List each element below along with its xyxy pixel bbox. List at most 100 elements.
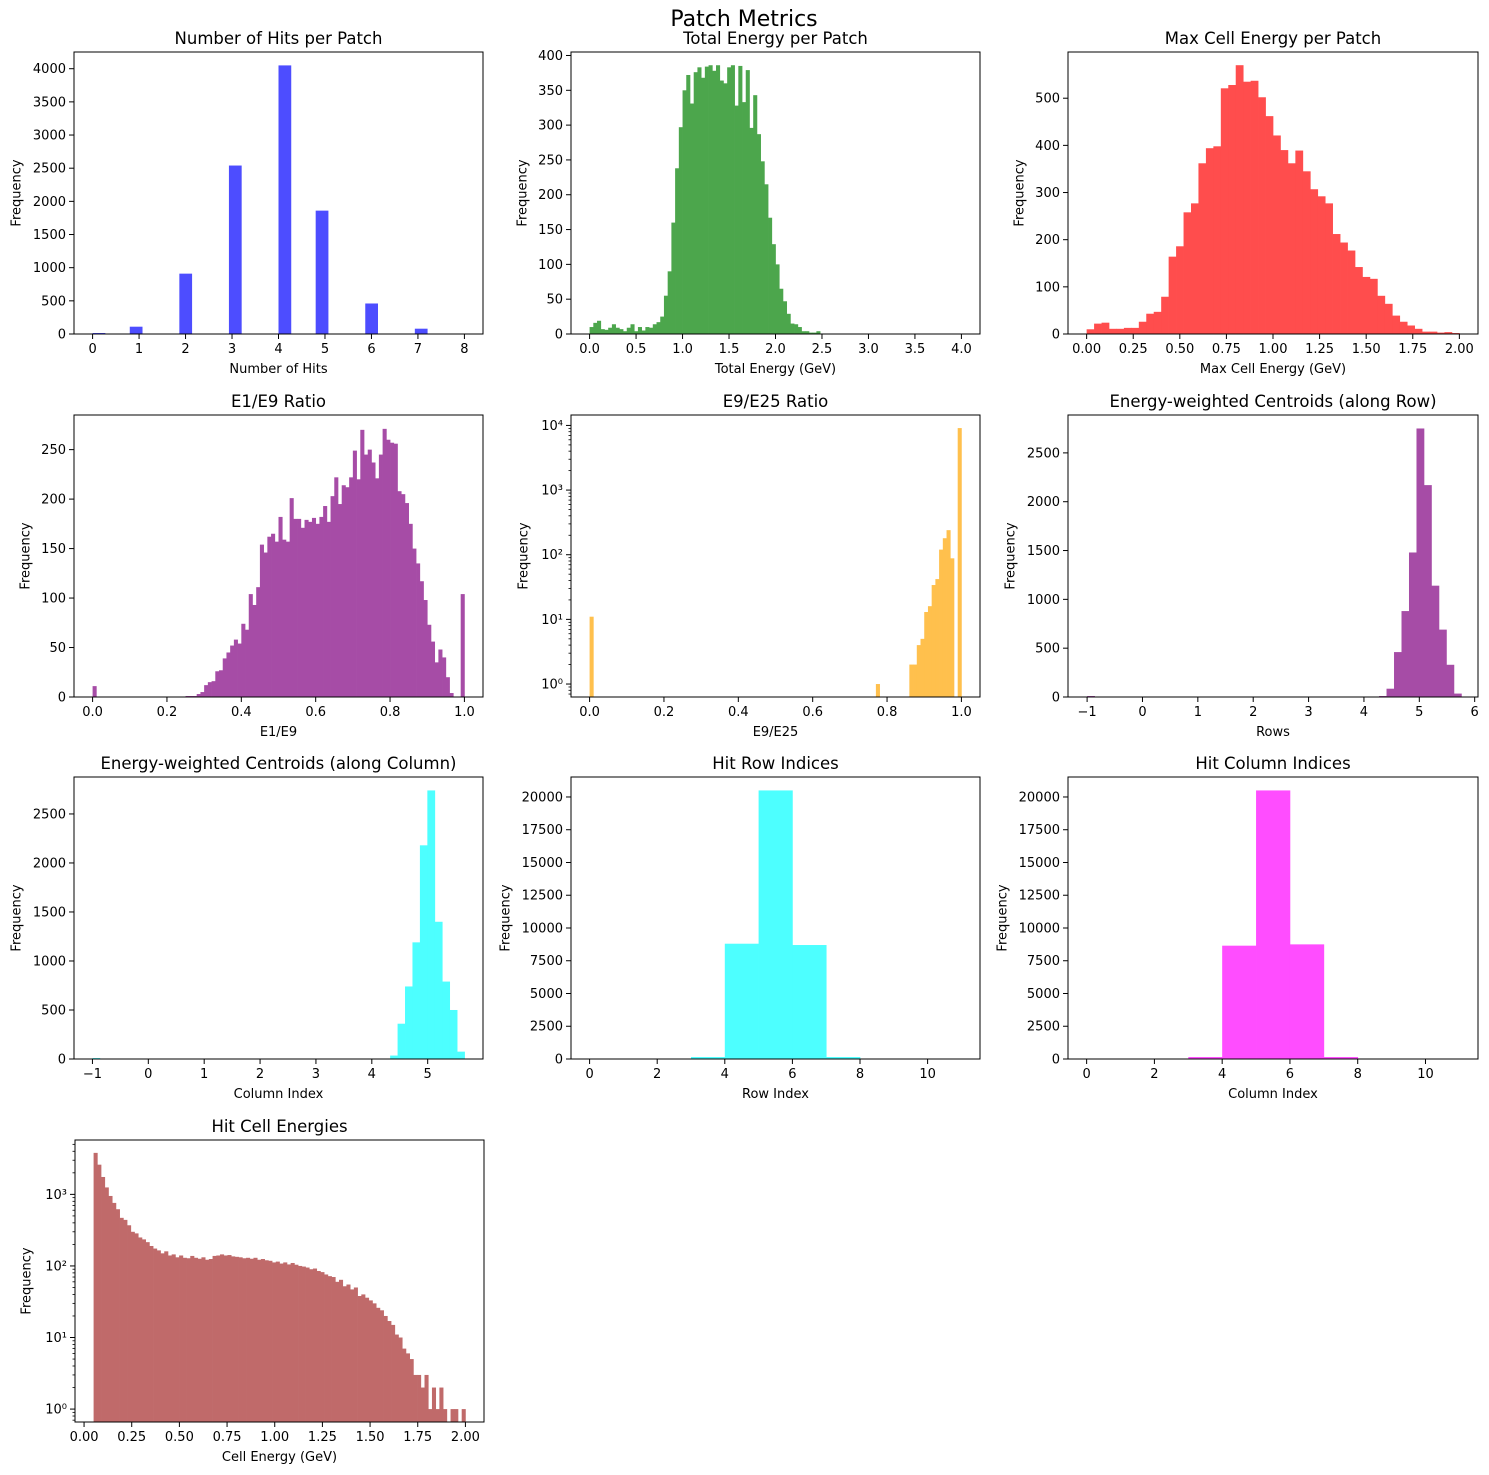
histogram-bar [145,1242,150,1422]
histogram-bar [428,1409,433,1422]
x-tick-label: 10 [919,1067,936,1082]
histogram-bar [1176,246,1184,334]
y-tick-label: 2000 [33,856,66,871]
histogram-bar [630,324,635,334]
y-tick-label: 3000 [33,129,66,144]
x-axis-label: Column Index [1228,1087,1318,1102]
histogram-bar [1287,163,1296,334]
x-tick-label: 2 [653,1067,661,1082]
histogram-bar [790,323,795,334]
x-tick-label: 8 [460,342,468,357]
y-tick-label: 10000 [1019,921,1060,936]
histogram-bar [927,606,933,697]
y-tick-label: 0 [1052,1053,1060,1068]
histogram-bar [349,477,354,697]
y-tick-label: 400 [538,49,563,64]
subplot-title: Hit Cell Energies [211,1117,347,1136]
x-tick-label: 0 [1138,705,1146,720]
histogram-bar [1295,150,1304,334]
subplot-1: 0 1 2 3 4 5 6 7 8 0 500 1000 1500 2000 2500 3000 3500 400… [10,29,484,377]
histogram-bar [391,1324,396,1422]
y-tick-label: 350 [538,84,563,99]
histogram-bar [119,1217,124,1422]
histogram-bar [1317,196,1326,334]
x-tick-label: 1.25 [1305,342,1334,357]
histogram-bar [758,790,793,1059]
histogram-bar [238,1257,243,1422]
histogram-bar [797,327,802,334]
x-tick-label: 2.00 [1445,342,1474,357]
histogram-bar [376,1307,381,1422]
histogram-bar [753,95,758,334]
histogram-bar [449,693,454,697]
subplot-title: E1/E9 Ratio [231,392,326,411]
subplot-title: Total Energy per Patch [682,29,868,48]
x-tick-label: 0.0 [579,342,600,357]
axes-frame [73,414,484,698]
histogram-bar [104,1187,109,1422]
y-tick-label: 17500 [1019,823,1060,838]
subplot-7: −1 0 1 2 3 4 5 0 500 1000 1500 2000 2500 Energy-weigh… [10,754,484,1102]
histogram-bar [211,681,216,697]
y-tick-label: 1500 [33,228,66,243]
y-axis-label: Frequency [516,159,531,226]
x-tick-label: 0.4 [231,705,252,720]
histogram-bar [164,1251,169,1422]
histogram-bar [390,1055,398,1059]
histogram-bar [1250,80,1259,335]
histogram-bar [942,538,947,697]
histogram-bar [461,1409,466,1422]
y-tick-label: 20000 [522,790,563,805]
y-tick-label: 0 [1052,691,1060,706]
histogram-bar [283,1262,288,1422]
y-tick-label: 0 [555,1053,563,1068]
histogram-bar [920,638,925,697]
histogram-bar [386,439,391,697]
histogram-bar [93,1152,98,1422]
y-tick-label: 2500 [1027,446,1060,461]
histogram-bar [405,986,413,1059]
histogram-bar [92,686,97,697]
x-tick-label: 2 [1249,705,1257,720]
histogram-bar [916,645,921,697]
y-tick-label: 1000 [1027,593,1060,608]
histogram-bar [604,329,609,334]
x-tick-label: 4 [368,1067,376,1082]
histogram-bar [1384,303,1393,334]
histogram-bar [417,1374,422,1422]
histogram-bar [112,1202,117,1422]
bars [691,790,861,1059]
histogram-bar [215,671,220,697]
histogram-bar [412,548,417,697]
subplot-6: −1 0 1 2 3 4 5 6 0 500 1000 1500 2000 2500 Energy-weig… [1004,392,1479,740]
y-tick-label: 0 [58,328,66,343]
y-tick-label: 2000 [33,195,66,210]
histogram-bar [671,222,676,334]
x-axis-label: Column Index [234,1087,324,1102]
histogram-bar [268,1260,273,1422]
bars [1087,428,1462,697]
x-tick-label: 1.0 [454,705,475,720]
y-axis-label: Frequency [1013,159,1028,226]
histogram-bar [263,552,268,697]
histogram-bar [686,74,691,334]
histogram-bar [1161,296,1169,334]
histogram-bar [693,72,698,334]
y-tick-label: 10000 [522,921,563,936]
x-tick-label: 2 [1150,1067,1158,1082]
x-tick-label: 2.00 [451,1430,480,1445]
histogram-bar [649,327,654,334]
histogram-bar [308,521,313,697]
histogram-bar [782,301,788,334]
histogram-bar [801,331,806,334]
histogram-bar [196,694,201,697]
histogram-bar [1205,148,1214,334]
histogram-bar [427,624,432,697]
y-tick-label: 500 [41,1003,66,1018]
histogram-bar [408,523,413,697]
histogram-bar [245,629,250,697]
x-tick-label: 5 [424,1067,432,1082]
axes-frame [570,776,981,1060]
histogram-bar [423,600,428,697]
histogram-bar [414,328,428,334]
